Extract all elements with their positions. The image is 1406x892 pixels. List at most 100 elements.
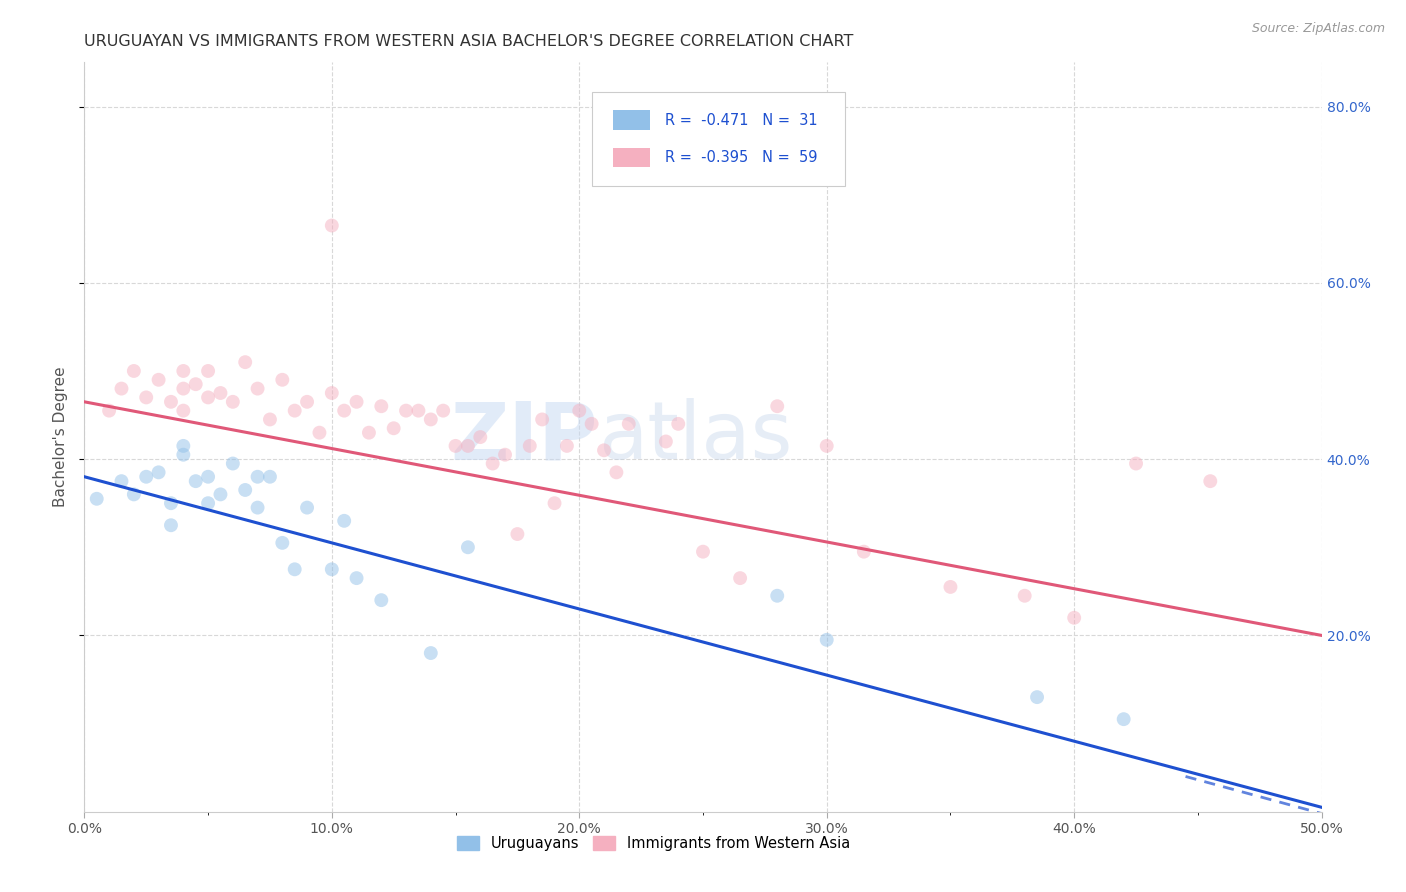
Point xyxy=(506,527,529,541)
Point xyxy=(939,580,962,594)
Text: atlas: atlas xyxy=(598,398,792,476)
Point xyxy=(284,562,307,576)
Point xyxy=(1199,474,1222,488)
Point xyxy=(531,412,554,426)
FancyBboxPatch shape xyxy=(613,111,650,130)
Point xyxy=(666,417,689,431)
Text: R =  -0.395   N =  59: R = -0.395 N = 59 xyxy=(665,150,817,165)
Point xyxy=(593,443,616,458)
Point xyxy=(1014,589,1036,603)
Point xyxy=(766,589,789,603)
Point xyxy=(370,593,392,607)
Point xyxy=(728,571,751,585)
Point xyxy=(209,487,232,501)
Point xyxy=(110,382,132,396)
Point xyxy=(222,394,245,409)
Point xyxy=(1063,611,1085,625)
Point xyxy=(457,439,479,453)
FancyBboxPatch shape xyxy=(592,93,845,186)
Point xyxy=(655,434,678,449)
Point xyxy=(432,403,454,417)
Point xyxy=(581,417,603,431)
Point xyxy=(110,474,132,488)
Point xyxy=(692,544,714,558)
Point xyxy=(852,544,875,558)
Point xyxy=(605,466,627,480)
Point xyxy=(135,391,157,405)
Text: URUGUAYAN VS IMMIGRANTS FROM WESTERN ASIA BACHELOR'S DEGREE CORRELATION CHART: URUGUAYAN VS IMMIGRANTS FROM WESTERN ASI… xyxy=(84,34,853,49)
Point xyxy=(346,394,368,409)
Point xyxy=(321,386,343,401)
FancyBboxPatch shape xyxy=(613,148,650,168)
Point xyxy=(271,536,294,550)
Point xyxy=(172,364,194,378)
Point xyxy=(172,382,194,396)
Point xyxy=(494,448,516,462)
Point xyxy=(148,466,170,480)
Point xyxy=(148,373,170,387)
Point xyxy=(333,514,356,528)
Point xyxy=(815,632,838,647)
Point xyxy=(815,439,838,453)
Point xyxy=(160,394,183,409)
Point xyxy=(197,496,219,510)
Point xyxy=(419,412,441,426)
Point xyxy=(233,483,256,497)
Point xyxy=(333,403,356,417)
Point xyxy=(160,518,183,533)
Point xyxy=(444,439,467,453)
Point xyxy=(321,562,343,576)
Point xyxy=(457,541,479,555)
Text: ZIP: ZIP xyxy=(450,398,598,476)
Point xyxy=(1026,690,1049,705)
Point xyxy=(122,487,145,501)
Point xyxy=(308,425,330,440)
Point xyxy=(197,469,219,483)
Point xyxy=(1112,712,1135,726)
Point xyxy=(357,425,380,440)
Point xyxy=(246,469,269,483)
Point xyxy=(86,491,108,506)
Point xyxy=(259,412,281,426)
Point xyxy=(382,421,405,435)
Point xyxy=(766,399,789,413)
Point xyxy=(617,417,640,431)
Text: Source: ZipAtlas.com: Source: ZipAtlas.com xyxy=(1251,22,1385,36)
Point xyxy=(172,439,194,453)
Point xyxy=(284,403,307,417)
Point xyxy=(419,646,441,660)
Point xyxy=(259,469,281,483)
Point xyxy=(321,219,343,233)
Point xyxy=(135,469,157,483)
Point xyxy=(470,430,492,444)
Point xyxy=(370,399,392,413)
Point xyxy=(172,403,194,417)
Y-axis label: Bachelor's Degree: Bachelor's Degree xyxy=(53,367,69,508)
Point xyxy=(184,474,207,488)
Point xyxy=(295,500,318,515)
Point xyxy=(122,364,145,378)
Point xyxy=(172,448,194,462)
Point xyxy=(295,394,318,409)
Point xyxy=(98,403,121,417)
Point xyxy=(246,382,269,396)
Point xyxy=(543,496,565,510)
Point xyxy=(395,403,418,417)
Point xyxy=(555,439,578,453)
Point xyxy=(197,364,219,378)
Point xyxy=(1125,457,1147,471)
Point xyxy=(184,377,207,392)
Point xyxy=(209,386,232,401)
Legend: Uruguayans, Immigrants from Western Asia: Uruguayans, Immigrants from Western Asia xyxy=(451,830,856,857)
Point xyxy=(346,571,368,585)
Point xyxy=(160,496,183,510)
Point xyxy=(408,403,430,417)
Point xyxy=(271,373,294,387)
Point xyxy=(568,403,591,417)
Point xyxy=(246,500,269,515)
Point xyxy=(222,457,245,471)
Point xyxy=(233,355,256,369)
Text: R =  -0.471   N =  31: R = -0.471 N = 31 xyxy=(665,112,817,128)
Point xyxy=(481,457,503,471)
Point xyxy=(197,391,219,405)
